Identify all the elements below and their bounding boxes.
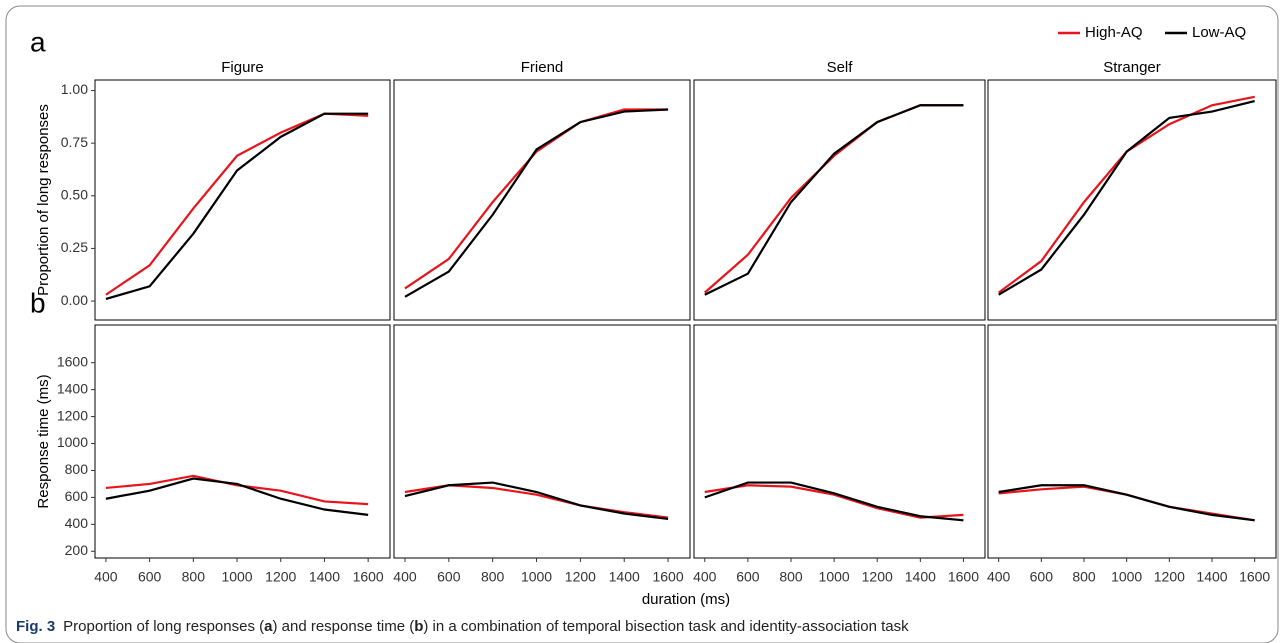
caption-text: a	[264, 618, 273, 635]
series-line	[998, 484, 1255, 522]
x-tick-label: 600	[138, 569, 162, 585]
x-tick-label: 800	[182, 569, 206, 585]
x-tick-label: 1000	[521, 569, 552, 585]
series-line	[998, 99, 1255, 296]
y-tick-label: 600	[65, 488, 89, 504]
y-tick-label: 1600	[57, 353, 88, 369]
y-axis-label: Proportion of long responses	[35, 104, 52, 296]
figure-border	[5, 5, 1279, 643]
series-line	[105, 112, 369, 296]
panel-title: Friend	[521, 59, 564, 76]
panel-frame	[987, 79, 1277, 321]
legend-label: High-AQ	[1085, 24, 1143, 41]
panel-frame	[693, 324, 986, 559]
x-tick-label: 400	[94, 569, 118, 585]
x-tick-label: 800	[779, 569, 803, 585]
x-tick-label: 1200	[862, 569, 893, 585]
y-tick-label: 0.75	[61, 134, 88, 150]
x-axis-label: duration (ms)	[642, 591, 730, 608]
y-tick-label: 1000	[57, 434, 88, 450]
x-tick-label: 1200	[265, 569, 296, 585]
y-tick-label: 800	[65, 461, 89, 477]
caption-text: b	[414, 618, 424, 635]
legend-label: Low-AQ	[1192, 24, 1246, 41]
x-tick-label: 1400	[309, 569, 340, 585]
x-tick-label: 400	[693, 569, 717, 585]
x-tick-label: 600	[437, 569, 461, 585]
x-tick-label: 800	[1072, 569, 1096, 585]
x-tick-label: 600	[736, 569, 760, 585]
series-line	[404, 484, 669, 519]
x-tick-label: 1600	[353, 569, 384, 585]
caption-label: Fig. 3	[16, 618, 56, 635]
x-tick-label: 600	[1030, 569, 1054, 585]
y-tick-label: 400	[65, 515, 89, 531]
x-tick-label: 400	[393, 569, 417, 585]
panel-frame	[693, 79, 986, 321]
x-tick-label: 1600	[652, 569, 683, 585]
caption: Fig. 3 Proportion of long responses (a) a…	[16, 618, 909, 635]
series-line	[105, 474, 369, 506]
x-tick-label: 1600	[1239, 569, 1270, 585]
caption-text: ) in a combination of temporal bisection…	[423, 618, 909, 635]
series-line	[704, 484, 964, 519]
x-tick-label: 1000	[1111, 569, 1142, 585]
x-tick-label: 1400	[905, 569, 936, 585]
y-tick-label: 0.50	[61, 186, 88, 202]
caption-text: Proportion of long responses (	[63, 618, 265, 635]
caption-text: ) and response time (	[272, 618, 415, 635]
panel-title: Stranger	[1103, 59, 1161, 76]
series-line	[404, 481, 669, 521]
panel-frame	[393, 324, 691, 559]
panel-title: Self	[827, 59, 854, 76]
panel-title: Figure	[221, 59, 264, 76]
series-line	[105, 477, 369, 516]
x-tick-label: 1400	[1196, 569, 1227, 585]
panel-frame	[393, 79, 691, 321]
x-tick-label: 1200	[565, 569, 596, 585]
y-tick-label: 0.00	[61, 292, 88, 308]
y-tick-label: 200	[65, 542, 89, 558]
panel-frame	[987, 324, 1277, 559]
series-line	[704, 481, 964, 522]
panel-frame	[94, 324, 391, 559]
panel-frame	[94, 79, 391, 321]
x-tick-label: 1000	[221, 569, 252, 585]
x-tick-label: 1200	[1154, 569, 1185, 585]
y-tick-label: 1.00	[61, 81, 88, 97]
series-line	[998, 95, 1255, 294]
x-tick-label: 1400	[609, 569, 640, 585]
panel-label: a	[30, 26, 46, 57]
series-line	[404, 108, 669, 290]
y-tick-label: 1400	[57, 380, 88, 396]
series-line	[404, 108, 669, 298]
panel-label: b	[30, 287, 46, 318]
x-tick-label: 1600	[948, 569, 979, 585]
x-tick-label: 800	[481, 569, 505, 585]
series-line	[105, 112, 369, 301]
y-tick-label: 1200	[57, 407, 88, 423]
x-tick-label: 400	[987, 569, 1011, 585]
series-line	[704, 104, 964, 296]
series-line	[704, 104, 964, 294]
x-tick-label: 1000	[819, 569, 850, 585]
y-axis-label: Response time (ms)	[35, 374, 52, 508]
y-tick-label: 0.25	[61, 239, 88, 255]
